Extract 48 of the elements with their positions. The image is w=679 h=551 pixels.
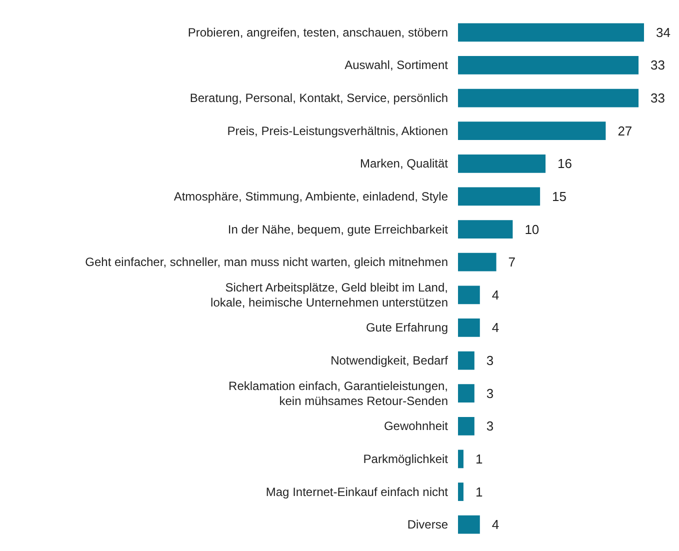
bar xyxy=(458,515,480,534)
y-tick-label: Notwendigkeit, Bedarf xyxy=(330,354,449,368)
y-tick-label: Diverse xyxy=(407,518,448,532)
y-tick-label: Probieren, angreifen, testen, anschauen, stöbern xyxy=(188,25,448,40)
y-tick-label: Mag Internet-Einkauf einfach nicht xyxy=(266,484,449,499)
bar xyxy=(458,122,606,140)
data-label: 1 xyxy=(475,484,483,500)
y-tick-label: Geht einfacher, schneller, man muss nicht warten, gleich mitnehmen xyxy=(85,255,448,270)
bar xyxy=(458,318,480,337)
bar xyxy=(458,187,540,206)
bar xyxy=(458,351,474,370)
data-label: 16 xyxy=(558,156,572,172)
y-tick-label: Beratung, Personal, Kontakt, Service, persönlich xyxy=(190,91,448,106)
data-label: 4 xyxy=(492,517,500,532)
bar xyxy=(458,482,464,501)
bar xyxy=(458,220,513,238)
y-tick-label: Atmosphäre, Stimmung, Ambiente, einladend, Style xyxy=(174,189,448,204)
bar xyxy=(458,56,639,74)
data-label: 10 xyxy=(524,222,540,237)
bar xyxy=(458,23,644,42)
y-tick-label: Gewohnheit xyxy=(384,419,449,434)
data-label: 4 xyxy=(492,287,500,302)
data-label: 33 xyxy=(650,58,665,73)
bar xyxy=(458,384,474,403)
bar xyxy=(458,416,474,436)
bar xyxy=(458,154,546,173)
data-label: 3 xyxy=(486,386,494,401)
data-label: 1 xyxy=(475,451,483,466)
bar xyxy=(458,88,639,108)
data-label: 27 xyxy=(618,123,632,138)
data-label: 15 xyxy=(552,188,567,204)
y-tick-label: In der Nähe, bequem, gute Erreichbarkeit xyxy=(228,222,449,236)
data-label: 7 xyxy=(508,254,516,270)
data-label: 3 xyxy=(486,418,494,434)
bar xyxy=(458,286,480,304)
bar xyxy=(458,252,496,272)
data-label: 33 xyxy=(650,90,665,106)
data-label: 3 xyxy=(486,353,494,368)
y-tick-label: Reklamation einfach, Garantieleistungen, kein mühsames Retour-Senden xyxy=(228,378,448,408)
y-tick-label: Marken, Qualität xyxy=(360,156,449,171)
y-tick-label: Parkmöglichkeit xyxy=(363,452,449,466)
y-tick-label: Sichert Arbeitsplätze, Geld bleibt im Land, lokale, heimische Unternehmen unterstützen xyxy=(210,280,448,310)
bar xyxy=(458,450,464,468)
y-tick-label: Auswahl, Sortiment xyxy=(344,58,449,72)
data-label: 4 xyxy=(492,320,500,336)
data-label: 34 xyxy=(656,24,670,40)
y-tick-label: Gute Erfahrung xyxy=(366,320,448,335)
y-tick-label: Preis, Preis-Leistungsverhältnis, Aktionen xyxy=(227,124,448,138)
